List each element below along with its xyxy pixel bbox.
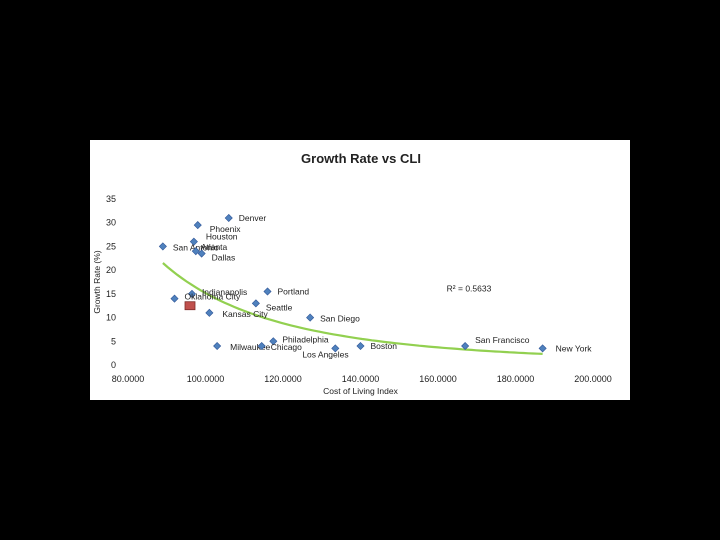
y-tick-label: 20 [106,265,116,275]
data-label-portland: Portland [278,286,310,296]
data-label-oklahoma-city: Oklahoma City [185,292,241,302]
data-point-milwaukee [213,342,222,351]
data-label-indianapolis: Indianapolis [202,287,247,297]
data-point-chicago [257,342,266,351]
scatter-chart: Growth Rate vs CLI Growth Rate (%) Cost of… [92,151,612,396]
data-point-seattle [251,299,260,308]
data-point-portland [263,287,272,296]
data-label-milwaukee: Milwaukee [230,342,270,352]
data-label-dallas: Dallas [212,253,236,263]
data-label-los-angeles: Los Angeles [302,349,348,359]
y-tick-label: 25 [106,241,116,251]
data-point-indianapolis [187,289,196,298]
data-point-san-francisco [461,342,470,351]
chart-panel: Growth Rate vs CLI Growth Rate (%) Cost of… [90,140,630,400]
y-tick-label: 10 [106,313,116,323]
y-tick-label: 30 [106,218,116,228]
x-tick-label: 180.0000 [497,374,535,384]
r-squared-annotation: R² = 0.5633 [447,283,492,293]
data-point-denver [224,213,233,222]
data-label-philadelphia: Philadelphia [282,334,329,344]
x-axis-label: Cost of Living Index [323,386,398,396]
x-tick-label: 120.0000 [264,374,302,384]
data-point-atlanta [191,247,200,256]
data-point-oklahoma-city [170,294,179,303]
highlight-marker [184,301,196,311]
y-tick-label: 35 [106,194,116,204]
x-tick-label: 160.0000 [419,374,457,384]
data-label-seattle: Seattle [266,302,293,312]
y-tick-label: 0 [111,360,116,370]
data-point-los-angeles [331,344,340,353]
data-point-phoenix [193,221,202,230]
data-point-kansas-city [205,308,214,317]
data-label-denver: Denver [239,213,267,223]
x-tick-label: 200.0000 [574,374,612,384]
data-point-san-diego [306,313,315,322]
data-label-san-francisco: San Francisco [475,335,530,345]
data-label-boston: Boston [371,341,398,351]
x-tick-label: 80.0000 [112,374,145,384]
data-point-houston [189,237,198,246]
data-label-kansas-city: Kansas City [222,309,268,319]
data-label-san-diego: San Diego [320,314,360,324]
data-label-phoenix: Phoenix [210,224,241,234]
x-tick-label: 100.0000 [187,374,225,384]
data-point-san-antonio [158,242,167,251]
data-point-boston [356,342,365,351]
data-label-chicago: Chicago [271,342,302,352]
data-label-atlanta: Atlanta [201,242,228,252]
y-tick-label: 15 [106,289,116,299]
y-axis-label: Growth Rate (%) [92,250,102,313]
chart-title: Growth Rate vs CLI [301,151,421,166]
data-point-new-york [538,344,547,353]
power-trendline [162,262,543,355]
data-point-dallas [197,249,206,258]
y-tick-label: 5 [111,336,116,346]
data-label-new-york: New York [556,343,593,353]
x-tick-label: 140.0000 [342,374,380,384]
data-point-philadelphia [269,337,278,346]
data-label-houston: Houston [206,232,238,242]
